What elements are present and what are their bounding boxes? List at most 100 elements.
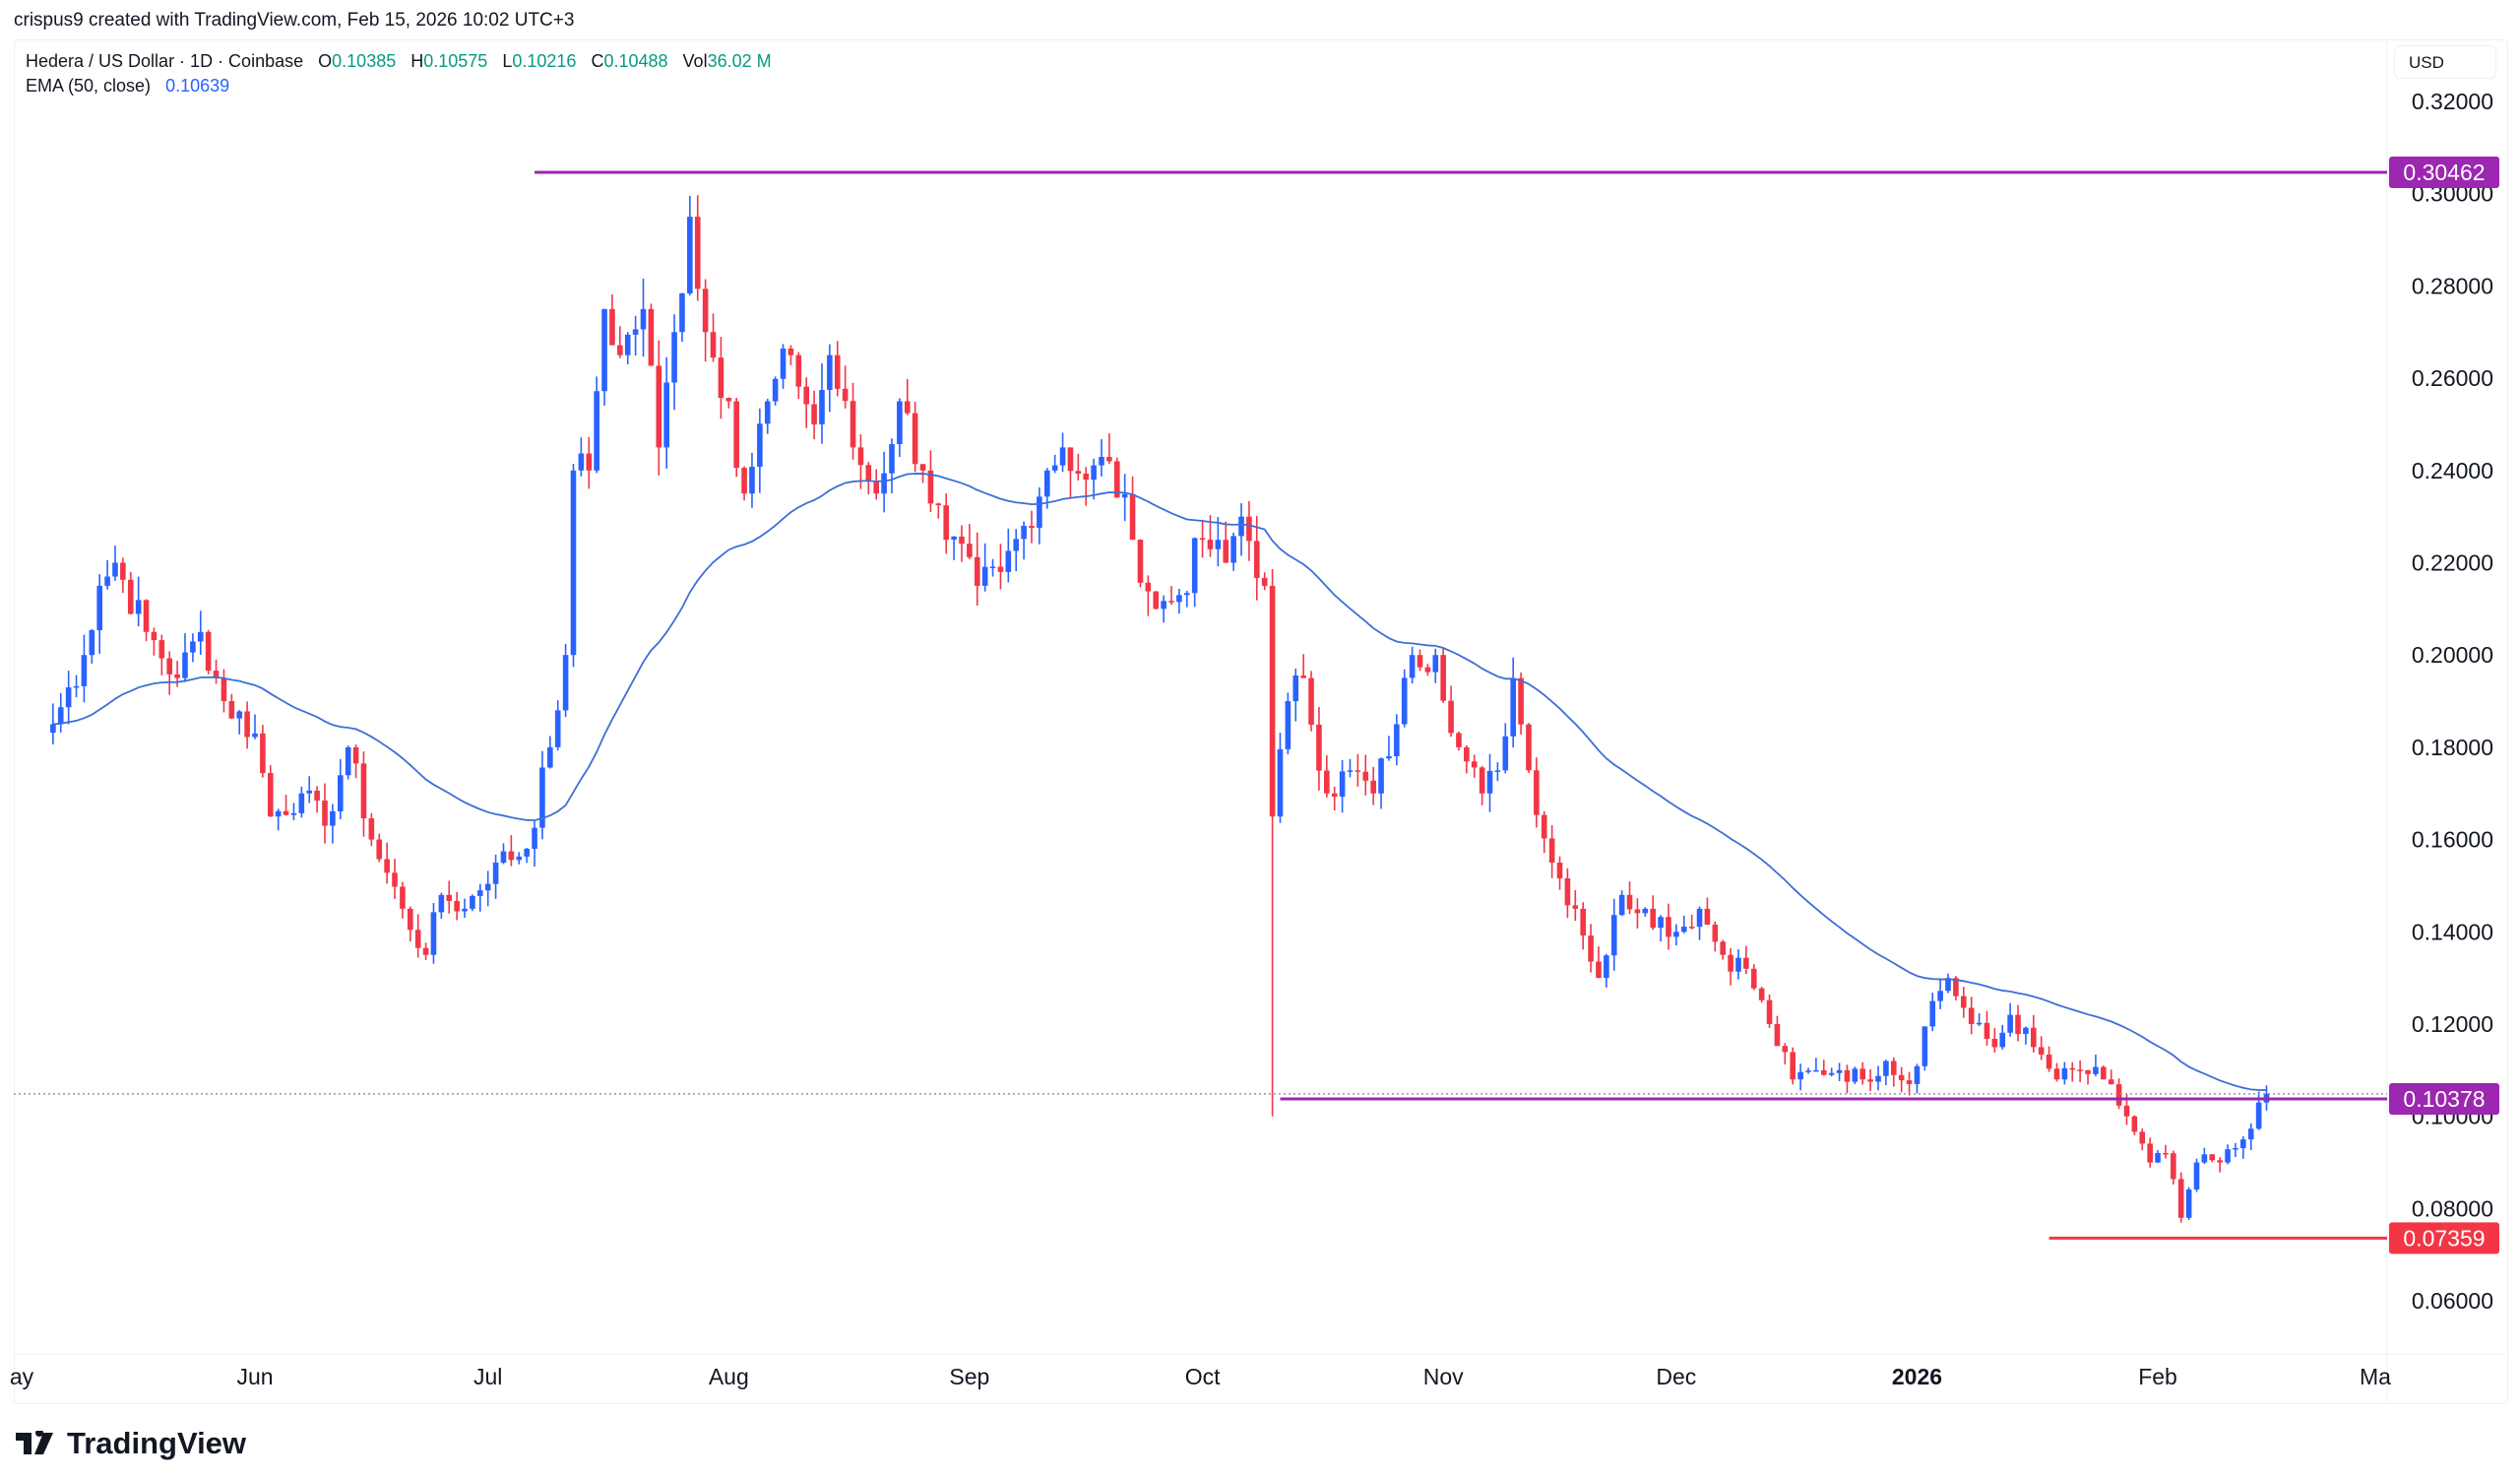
y-tick-label: 0.32000 [2412, 89, 2493, 114]
candle-body [795, 354, 802, 387]
candle-body [352, 746, 359, 764]
ohlc-row: Hedera / US Dollar · 1D · Coinbase O 0.10… [26, 49, 772, 74]
candle-body [1401, 677, 1408, 725]
candle-body [1883, 1061, 1889, 1076]
low-label: L [502, 51, 513, 71]
candle-body [96, 585, 102, 631]
candle-body [2233, 1147, 2238, 1150]
candle-body [1859, 1068, 1866, 1080]
candle-body [919, 464, 926, 471]
candle-body [112, 562, 118, 577]
candle-body [1828, 1072, 1835, 1075]
candle-body [586, 453, 593, 471]
candle-body [2139, 1131, 2146, 1144]
candle-body [2147, 1143, 2153, 1163]
candle-body [2131, 1116, 2138, 1132]
candle-body [609, 308, 615, 346]
candle-body [1836, 1069, 1843, 1073]
candle-body [2115, 1084, 2122, 1106]
candle-body [1774, 1024, 1781, 1047]
candle-body [244, 711, 250, 738]
price-level-badge [2389, 1222, 2499, 1255]
x-tick-label: 2026 [1892, 1364, 1942, 1389]
ema-label[interactable]: EMA (50, close) [26, 76, 152, 96]
candle-body [1207, 540, 1214, 549]
ema-value: 0.10639 [165, 76, 230, 96]
candle-body [2217, 1160, 2223, 1163]
candle-body [679, 292, 685, 333]
tradingview-logo[interactable]: TradingView [16, 1426, 246, 1461]
candle-body [1712, 925, 1719, 942]
candle-body [1106, 456, 1112, 462]
candle-body [1354, 770, 1361, 772]
candle-body [1347, 770, 1354, 772]
candle-body [1339, 771, 1346, 798]
x-tick-label: Oct [1185, 1364, 1221, 1389]
candle-body [368, 818, 375, 840]
x-tick-label: Jul [473, 1364, 502, 1389]
candle-body [151, 631, 158, 641]
candle-body [120, 562, 126, 580]
candle-body [1409, 655, 1416, 678]
chart-legend: Hedera / US Dollar · 1D · Coinbase O 0.10… [26, 49, 772, 98]
candle-body [1331, 793, 1338, 798]
candle-body [1176, 595, 1182, 603]
candle-body [1161, 601, 1166, 610]
ema-50-line [52, 473, 2267, 1091]
candle-body [260, 733, 266, 774]
candle-body [1448, 700, 1454, 734]
candle-body [889, 444, 895, 474]
candle-body [2255, 1102, 2262, 1129]
candle-body [290, 812, 297, 815]
candle-body [1417, 655, 1423, 668]
candle-body [236, 711, 243, 719]
candle-body [2077, 1069, 2083, 1071]
candle-body [1580, 908, 1586, 936]
candle-body [2193, 1162, 2200, 1190]
candle-body [446, 894, 453, 902]
candle-body [2093, 1066, 2099, 1074]
currency-button[interactable]: USD [2394, 45, 2496, 79]
candle-body [819, 390, 825, 424]
candle-body [252, 733, 258, 738]
high-value: 0.10575 [423, 51, 488, 71]
candle-body [1067, 447, 1074, 472]
low-value: 0.10216 [512, 51, 577, 71]
y-tick-label: 0.20000 [2412, 642, 2493, 668]
candle-body [1556, 863, 1563, 878]
candle-body [182, 652, 188, 678]
candle-body [50, 724, 56, 734]
candle-body [135, 600, 142, 614]
candle-body [1820, 1069, 1827, 1075]
candle-body [2177, 1179, 2184, 1218]
candle-body [1394, 724, 1400, 757]
candle-body [788, 348, 794, 355]
symbol-title[interactable]: Hedera / US Dollar · 1D · Coinbase [26, 51, 304, 71]
candle-body [492, 863, 499, 884]
tradingview-logo-icon [16, 1431, 53, 1454]
candle-body [981, 566, 988, 586]
candle-body [1254, 541, 1260, 578]
candle-body [1043, 470, 1050, 497]
candle-body [1223, 540, 1229, 563]
candle-body [1790, 1052, 1796, 1080]
candle-body [430, 912, 437, 955]
candle-body [656, 365, 662, 448]
candle-body [857, 447, 864, 466]
candle-body [1929, 1000, 1936, 1027]
candle-body [1673, 932, 1679, 937]
candle-body [1137, 540, 1144, 583]
candle-body [400, 886, 406, 909]
open-label: O [318, 51, 333, 71]
candle-body [213, 671, 220, 678]
candle-body [1898, 1074, 1905, 1081]
candle-body [1696, 908, 1703, 928]
candle-body [850, 401, 856, 448]
chart-pane[interactable] [14, 39, 2508, 1404]
close-value: 0.10488 [603, 51, 668, 71]
candle-body [454, 901, 460, 912]
candle-body [1604, 955, 1609, 979]
candle-body [1875, 1075, 1881, 1082]
candle-body [912, 413, 918, 465]
